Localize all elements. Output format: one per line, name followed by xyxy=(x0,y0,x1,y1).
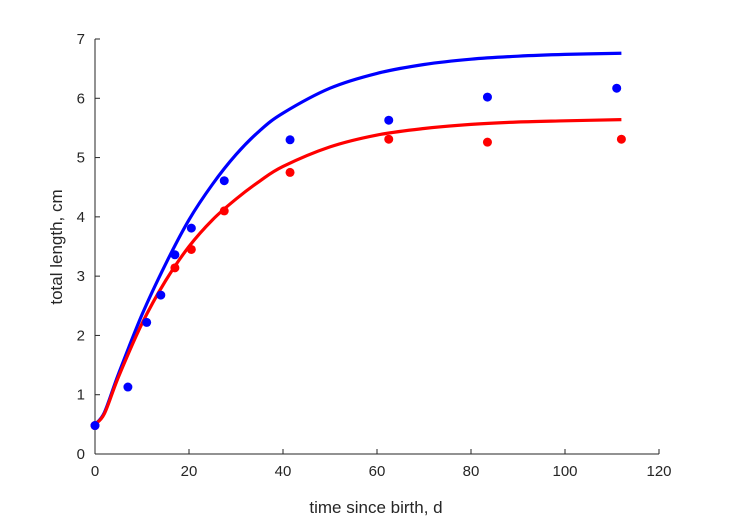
data-point-blue xyxy=(612,83,622,93)
y-tick-label: 4 xyxy=(77,209,85,226)
y-tick-label: 7 xyxy=(77,31,85,48)
x-tick-label: 80 xyxy=(463,463,480,480)
data-points xyxy=(90,83,626,431)
data-point-blue xyxy=(90,421,100,431)
y-tick-label: 0 xyxy=(77,446,85,463)
fit-curve-red xyxy=(93,118,622,426)
x-tick-label: 40 xyxy=(275,463,292,480)
x-tick-label: 20 xyxy=(181,463,198,480)
data-point-blue xyxy=(384,115,394,125)
axes: 0 20 40 60 80 100 120 0 1 2 3 4 5 6 7 xyxy=(77,31,672,480)
data-point-blue xyxy=(156,290,166,300)
y-tick-label: 1 xyxy=(77,387,85,404)
y-tick-label: 2 xyxy=(77,327,85,344)
y-tick-label: 6 xyxy=(77,90,85,107)
data-point-blue xyxy=(219,176,229,186)
data-point-red xyxy=(616,134,626,144)
data-point-blue xyxy=(142,317,152,327)
data-point-red xyxy=(186,244,196,254)
y-axis-label: total length, cm xyxy=(47,189,66,304)
data-point-blue xyxy=(285,135,295,145)
data-point-red xyxy=(219,206,229,216)
x-tick-label: 120 xyxy=(646,463,671,480)
y-tick-label: 5 xyxy=(77,150,85,167)
x-tick-label: 60 xyxy=(369,463,386,480)
data-point-red xyxy=(285,167,295,177)
fit-curve-blue xyxy=(93,51,622,426)
data-point-red xyxy=(170,263,180,273)
x-tick-label: 0 xyxy=(91,463,99,480)
data-point-blue xyxy=(123,382,133,392)
fit-lines xyxy=(93,51,622,426)
y-tick-label: 3 xyxy=(77,268,85,285)
data-point-red xyxy=(384,134,394,144)
data-point-blue xyxy=(170,250,180,260)
data-point-blue xyxy=(482,92,492,102)
data-point-blue xyxy=(186,223,196,233)
data-point-red xyxy=(482,137,492,147)
x-tick-label: 100 xyxy=(552,463,577,480)
x-axis-label: time since birth, d xyxy=(309,498,442,517)
